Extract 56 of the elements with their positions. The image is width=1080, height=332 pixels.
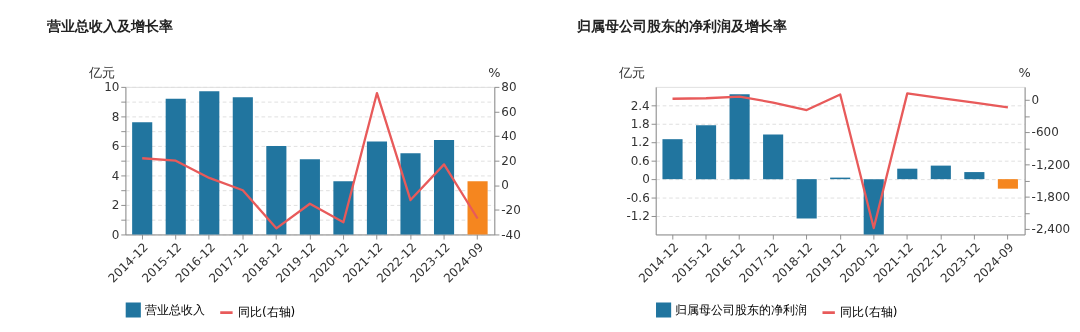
y-tick-label: 0.6 — [630, 153, 650, 168]
y-tick-label: 0 — [111, 227, 120, 242]
bar — [997, 179, 1018, 189]
bar — [695, 125, 717, 180]
y2-tick-label: -600 — [1031, 125, 1059, 140]
y-tick-label: 4 — [111, 168, 120, 183]
legend-label: 归属母公司股东的净利润 — [675, 302, 808, 317]
bar — [165, 98, 186, 235]
bar — [299, 159, 320, 235]
y2-tick-label: 20 — [501, 153, 517, 168]
bar — [232, 97, 253, 235]
y2-tick-label: 40 — [501, 129, 517, 144]
y2-tick-label: -40 — [501, 227, 521, 242]
y-tick-label: 8 — [111, 109, 120, 124]
bar — [897, 168, 918, 180]
bar — [199, 91, 220, 235]
chart-title: 营业总收入及增长率 — [46, 17, 174, 34]
chart-title: 归属母公司股东的净利润及增长率 — [576, 17, 788, 34]
bar — [400, 153, 421, 235]
y2-tick-label: 80 — [501, 80, 517, 95]
y-tick-label: 1.8 — [630, 116, 650, 131]
bar — [467, 181, 488, 235]
y-tick-label: 6 — [111, 139, 120, 154]
y2-tick-label: -1,800 — [1031, 189, 1071, 204]
y2-axis-title: % — [1018, 64, 1031, 80]
line-series — [141, 91, 479, 230]
bar — [930, 165, 951, 180]
bar — [433, 140, 455, 235]
y2-tick-label: 0 — [1031, 92, 1040, 107]
y-axis-title: 亿元 — [617, 64, 645, 80]
y2-tick-label: 60 — [501, 104, 517, 119]
y2-tick-label: -1,200 — [1031, 157, 1071, 172]
bar — [796, 179, 817, 219]
legend-label: 同比(右轴) — [237, 305, 296, 320]
y-tick-label: 1.2 — [630, 135, 650, 150]
bar — [729, 94, 750, 180]
y-tick-label: 2.4 — [630, 98, 650, 113]
y-axis-title: 亿元 — [87, 64, 115, 80]
bar — [266, 145, 287, 235]
y-tick-label: -0.6 — [626, 190, 650, 205]
bar — [964, 172, 985, 180]
line-series — [671, 92, 1010, 230]
bar — [662, 139, 683, 180]
y2-tick-label: 0 — [501, 178, 509, 193]
y-tick-label: -1.2 — [626, 209, 650, 224]
bar — [366, 141, 388, 235]
y-tick-label: 10 — [104, 80, 120, 95]
bar — [763, 134, 784, 180]
y-tick-label: 0 — [642, 172, 650, 187]
bar — [132, 122, 153, 235]
y-tick-label: 2 — [111, 198, 120, 213]
y2-tick-label: -20 — [501, 203, 521, 218]
legend-label: 同比(右轴) — [840, 305, 898, 320]
y2-axis-title: % — [488, 64, 501, 80]
y2-tick-label: -2,400 — [1031, 222, 1071, 237]
legend-label: 营业总收入 — [144, 302, 205, 317]
